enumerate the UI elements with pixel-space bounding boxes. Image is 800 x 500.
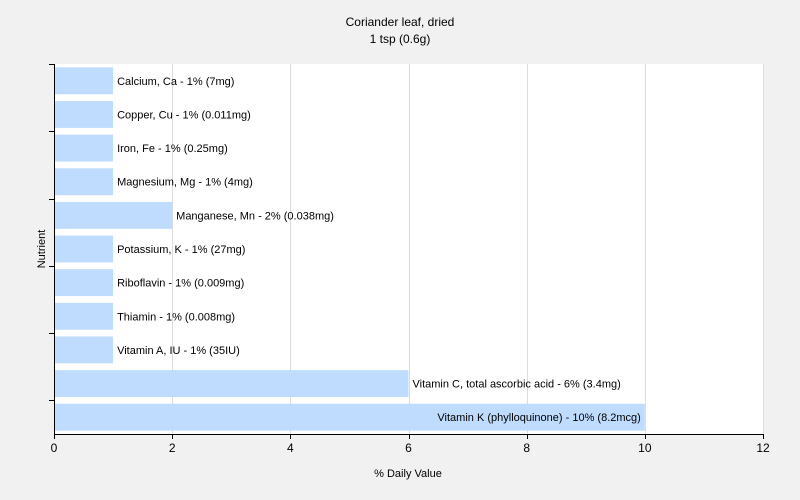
axes: 0 2 4 6 8 10 12 <box>49 64 770 455</box>
chart-title: Coriander leaf, dried <box>345 15 455 29</box>
data-label: Magnesium, Mg - 1% (4mg) <box>117 177 253 189</box>
bar <box>55 101 114 128</box>
bar <box>55 403 645 431</box>
data-label: Riboflavin - 1% (0.009mg) <box>117 278 244 290</box>
y-axis-label: Nutrient <box>36 230 48 269</box>
data-labels: Calcium, Ca - 1% (7mg) Copper, Cu - 1% (0… <box>117 76 641 424</box>
bar <box>55 370 409 397</box>
bar <box>55 134 114 162</box>
title-block: Coriander leaf, dried 1 tsp (0.6g) <box>0 14 800 48</box>
data-label: Calcium, Ca - 1% (7mg) <box>117 76 234 88</box>
x-tick-label: 4 <box>287 441 294 455</box>
data-label: Copper, Cu - 1% (0.011mg) <box>117 109 251 121</box>
x-tick-label: 8 <box>523 441 530 455</box>
x-tick-label: 2 <box>169 441 176 455</box>
data-label: Vitamin A, IU - 1% (35IU) <box>117 345 240 357</box>
data-label: Thiamin - 1% (0.008mg) <box>117 311 235 323</box>
bar <box>55 269 114 297</box>
data-label: Manganese, Mn - 2% (0.038mg) <box>176 210 334 222</box>
bar <box>55 235 114 263</box>
bar <box>55 67 114 95</box>
x-tick-label: 10 <box>638 441 652 455</box>
x-tick-label: 6 <box>405 441 412 455</box>
chart-subtitle: 1 tsp (0.6g) <box>369 32 431 46</box>
bar <box>55 336 114 364</box>
x-tick-label: 0 <box>51 441 58 455</box>
data-label: Vitamin C, total ascorbic acid - 6% (3.4… <box>413 379 621 391</box>
data-label: Iron, Fe - 1% (0.25mg) <box>117 143 228 155</box>
bars <box>55 67 645 431</box>
bar <box>55 201 173 229</box>
data-label: Vitamin K (phylloquinone) - 10% (8.2mcg) <box>437 412 640 424</box>
data-label: Potassium, K - 1% (27mg) <box>117 244 245 256</box>
x-tick-label: 12 <box>756 441 770 455</box>
grid-lines <box>172 64 764 434</box>
x-axis-label: % Daily Value <box>374 468 442 480</box>
bar <box>55 302 114 330</box>
bar <box>55 168 114 196</box>
